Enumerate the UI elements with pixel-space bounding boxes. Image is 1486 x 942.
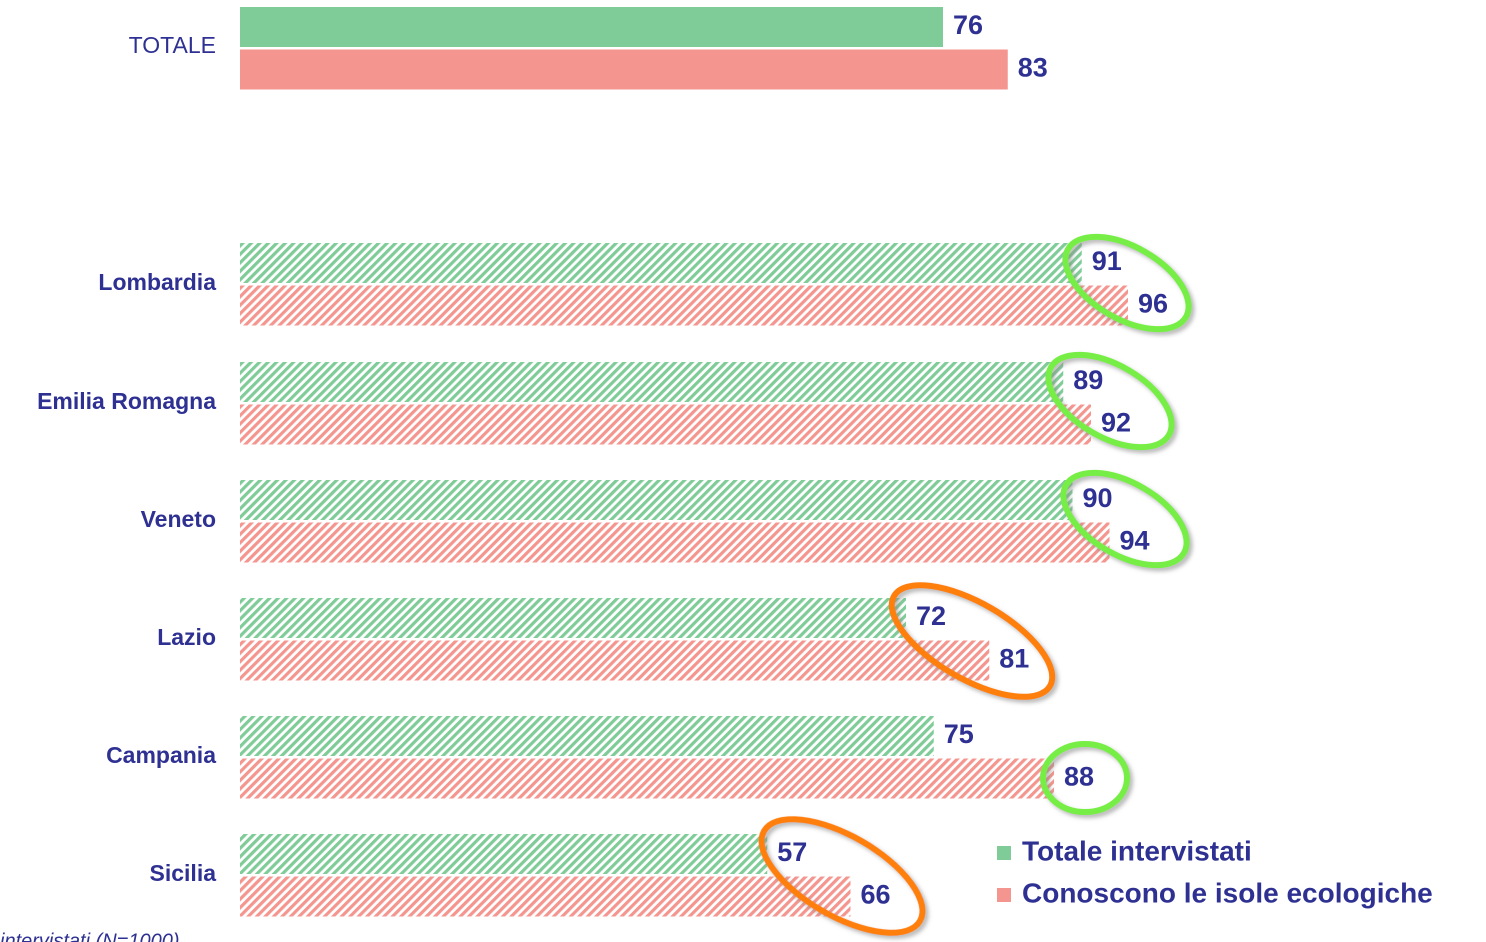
category-label: Campania <box>106 742 216 768</box>
bar <box>240 834 768 874</box>
value-label: 94 <box>1120 526 1150 556</box>
highlight-ring <box>1062 233 1192 333</box>
value-label: 75 <box>944 719 974 749</box>
bar <box>240 243 1082 283</box>
category-label: TOTALE <box>129 32 216 58</box>
highlight-ring <box>888 582 1056 700</box>
value-label: 88 <box>1064 762 1094 792</box>
value-label: 57 <box>777 837 807 867</box>
highlights <box>758 233 1192 936</box>
value-label: 91 <box>1092 246 1122 276</box>
value-label: 76 <box>953 10 983 40</box>
value-label: 83 <box>1018 53 1048 83</box>
bar <box>240 285 1128 326</box>
highlight-ring <box>758 816 926 936</box>
bar <box>240 640 990 681</box>
value-label: 96 <box>1138 289 1168 319</box>
bars <box>240 7 1128 917</box>
bar <box>240 404 1091 445</box>
value-label: 66 <box>861 880 891 910</box>
bar <box>240 362 1064 402</box>
value-label: 81 <box>999 644 1029 674</box>
value-label: 89 <box>1073 365 1103 395</box>
bar <box>240 716 934 756</box>
highlight-ring <box>1060 469 1190 569</box>
value-label: 90 <box>1083 483 1113 513</box>
bar <box>240 598 906 638</box>
bar <box>240 49 1008 90</box>
highlight-ring <box>1045 351 1175 451</box>
labels: TOTALE 76 83 Lombardia 91 96 Emilia Romagna 89 9… <box>37 10 1433 910</box>
bar <box>240 480 1073 520</box>
value-label: 72 <box>916 601 946 631</box>
highlight-ring <box>1040 741 1130 815</box>
legend-swatch <box>997 888 1011 902</box>
category-label: Veneto <box>141 506 216 532</box>
bar <box>240 758 1054 799</box>
category-label: Lazio <box>157 624 216 650</box>
bar <box>240 7 943 47</box>
note: i intervistati (N=1000) <box>0 930 180 942</box>
bar <box>240 876 851 917</box>
bar <box>240 522 1110 563</box>
value-label: 92 <box>1101 408 1131 438</box>
legend-swatch <box>997 846 1011 860</box>
category-label: Sicilia <box>150 860 217 886</box>
category-label: Emilia Romagna <box>37 388 216 414</box>
legend-label: Totale intervistati <box>1022 835 1252 866</box>
legend-label: Conoscono le isole ecologiche <box>1022 877 1433 908</box>
category-label: Lombardia <box>98 269 216 295</box>
